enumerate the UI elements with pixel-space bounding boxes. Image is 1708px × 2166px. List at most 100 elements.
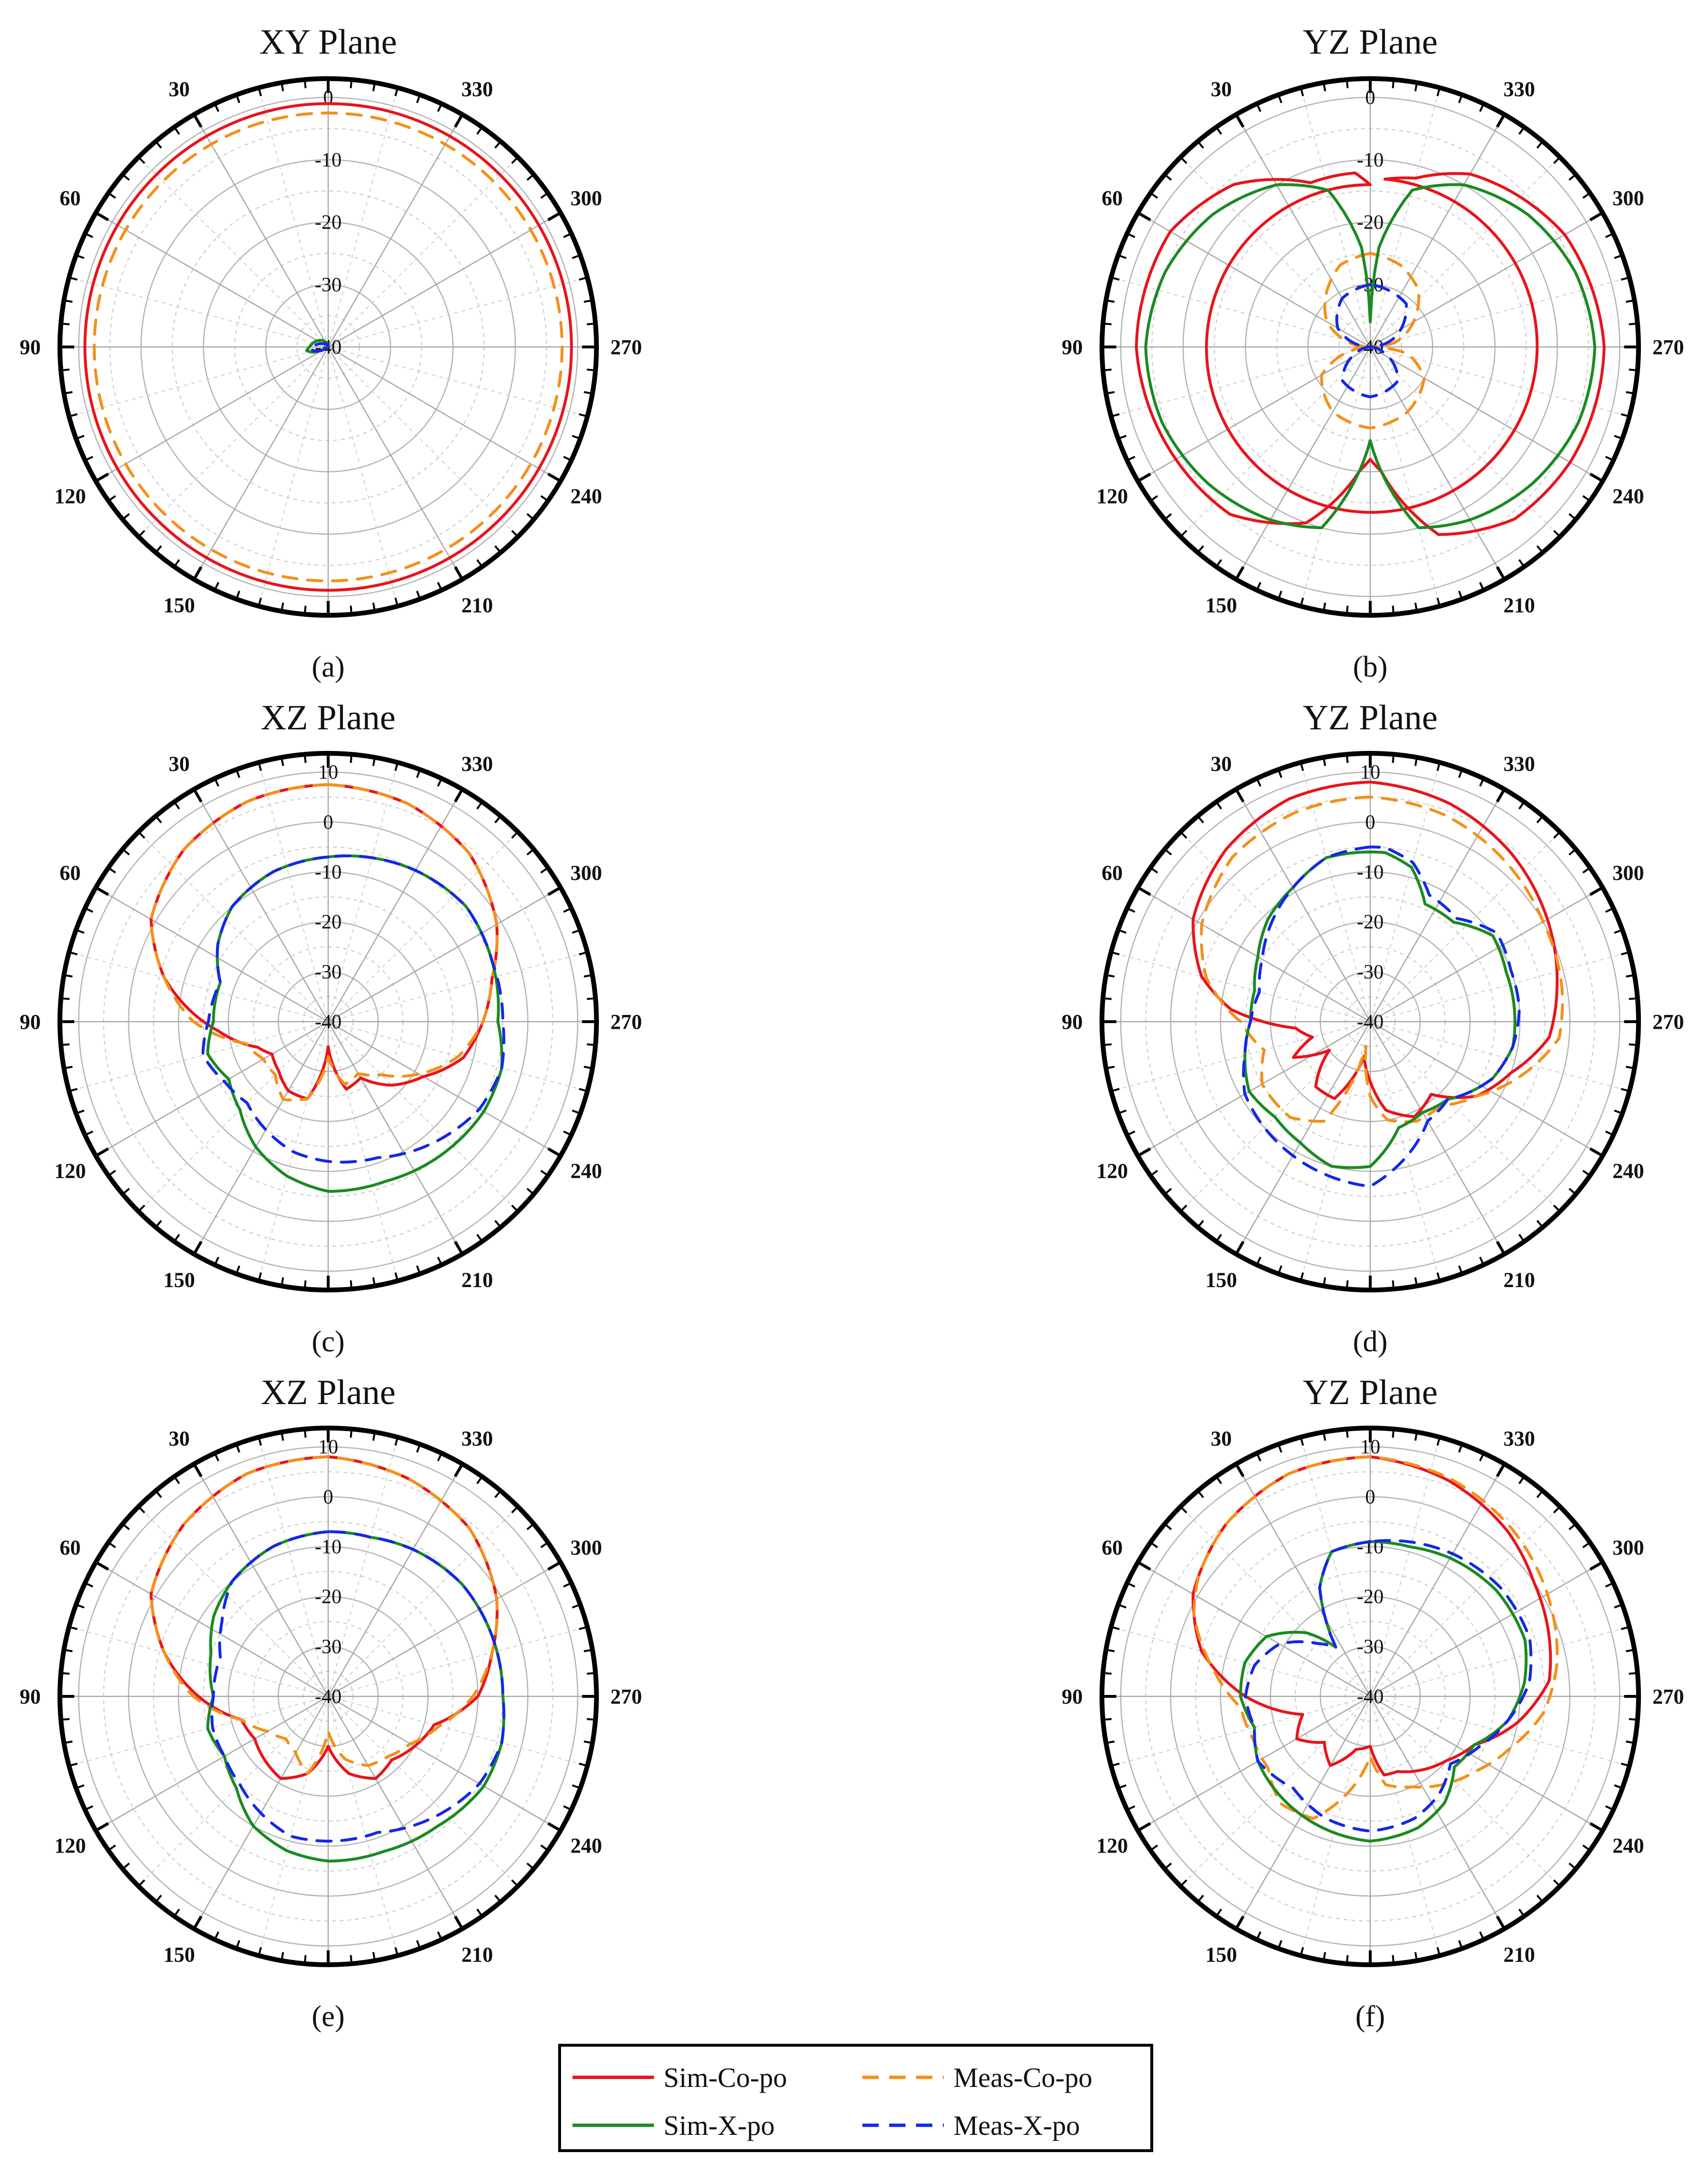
angle-tick xyxy=(437,778,443,787)
angle-tick xyxy=(1322,82,1326,92)
angle-tick xyxy=(122,1523,130,1531)
minor-spoke xyxy=(328,1626,588,1697)
angle-tick xyxy=(1235,1463,1245,1477)
angle-tick xyxy=(1589,472,1604,483)
legend-label: Meas-Co-po xyxy=(953,2062,1092,2093)
angle-tick xyxy=(476,559,483,567)
ring-label: 0 xyxy=(323,811,333,833)
angle-tick xyxy=(64,1066,73,1070)
minor-spoke xyxy=(69,1696,329,1766)
angle-tick xyxy=(1496,1915,1506,1930)
angle-tick xyxy=(122,513,130,520)
minor-spoke xyxy=(1370,157,1560,347)
angle-tick xyxy=(1621,413,1630,417)
angle-label: 150 xyxy=(163,1268,195,1292)
angle-tick xyxy=(1126,907,1135,913)
minor-spoke xyxy=(328,1696,518,1887)
angle-tick xyxy=(173,1476,180,1485)
angle-tick xyxy=(1277,1444,1283,1453)
ring-label: 0 xyxy=(323,87,333,109)
angle-tick xyxy=(214,103,219,112)
legend-label: Meas-X-po xyxy=(953,2110,1080,2141)
angle-tick xyxy=(1582,192,1591,199)
angle-tick xyxy=(108,1844,116,1851)
angle-tick xyxy=(563,232,572,238)
angle-tick xyxy=(511,530,519,538)
angle-tick xyxy=(1414,602,1418,611)
angle-tick xyxy=(586,369,596,371)
angle-tick xyxy=(416,769,421,778)
angle-tick xyxy=(155,1894,162,1903)
polar-chart-d: YZ Plane 30 60 90 120 150 210 240 270 300 330 10 0 -1… xyxy=(1062,698,1684,1358)
angle-tick xyxy=(1589,1147,1604,1157)
angle-tick xyxy=(350,605,353,615)
angle-tick xyxy=(1518,1233,1525,1242)
major-spoke xyxy=(95,212,329,348)
angle-tick xyxy=(1614,1109,1623,1115)
angle-tick xyxy=(584,974,593,978)
angle-tick xyxy=(1518,1908,1525,1917)
angle-tick xyxy=(1164,1862,1172,1870)
angle-tick xyxy=(69,277,78,281)
minor-spoke xyxy=(138,157,329,347)
angle-tick xyxy=(1392,1955,1395,1964)
angle-tick xyxy=(579,951,588,956)
angle-tick xyxy=(1164,1523,1172,1531)
angle-tick xyxy=(76,1784,85,1789)
angle-label: 270 xyxy=(1652,335,1684,359)
angle-tick xyxy=(1235,788,1245,803)
angle-label: 60 xyxy=(1101,1536,1123,1559)
angle-tick xyxy=(494,815,502,824)
major-spoke xyxy=(1235,1021,1371,1255)
ring-label: 10 xyxy=(1360,761,1380,783)
angle-label: 120 xyxy=(54,1159,86,1183)
angle-tick xyxy=(540,867,549,874)
angle-tick xyxy=(1626,1648,1635,1652)
series-sim-x-po xyxy=(206,854,504,1193)
major-spoke xyxy=(1370,346,1603,482)
angle-tick xyxy=(437,1256,443,1266)
angle-tick xyxy=(95,472,109,483)
angle-tick xyxy=(1150,867,1158,874)
angle-tick xyxy=(1605,907,1614,913)
angle-tick xyxy=(1518,127,1525,135)
angle-tick xyxy=(84,1582,93,1588)
angle-tick xyxy=(1496,788,1506,803)
angle-tick xyxy=(1621,1088,1630,1092)
angle-tick xyxy=(1215,127,1222,135)
angle-tick xyxy=(563,1805,572,1811)
angle-tick xyxy=(1300,87,1304,96)
angle-tick xyxy=(526,513,535,520)
angle-tick xyxy=(1322,757,1326,766)
angle-tick xyxy=(579,413,588,417)
angle-tick xyxy=(122,1862,130,1870)
angle-tick xyxy=(1518,559,1525,567)
ring-label: -10 xyxy=(1357,149,1384,171)
minor-spoke xyxy=(1370,346,1440,607)
minor-spoke xyxy=(69,1021,329,1092)
angle-tick xyxy=(1256,1931,1261,1940)
angle-tick xyxy=(1346,1280,1349,1290)
angle-tick xyxy=(1436,1437,1441,1446)
angle-label: 300 xyxy=(1613,186,1644,210)
ring-label: -10 xyxy=(1357,862,1384,884)
minor-spoke xyxy=(1300,87,1371,347)
angle-label: 240 xyxy=(1613,484,1644,508)
panel-caption: (a) xyxy=(312,651,345,683)
angle-tick xyxy=(1118,1603,1127,1609)
angle-tick xyxy=(437,582,443,591)
angle-tick xyxy=(547,1147,562,1157)
angle-tick xyxy=(547,1561,562,1571)
major-spoke xyxy=(1369,1463,1505,1697)
angle-tick xyxy=(1589,886,1604,896)
angle-tick xyxy=(1322,1432,1326,1441)
angle-tick xyxy=(304,1280,307,1290)
angle-tick xyxy=(304,605,307,615)
ring-label: 10 xyxy=(1360,1436,1380,1458)
angle-tick xyxy=(1180,156,1188,164)
angle-tick xyxy=(138,831,146,839)
angle-tick xyxy=(1197,815,1204,824)
ring-label: -20 xyxy=(315,212,342,234)
ring-label: -10 xyxy=(315,149,342,171)
angle-tick xyxy=(1300,598,1304,607)
